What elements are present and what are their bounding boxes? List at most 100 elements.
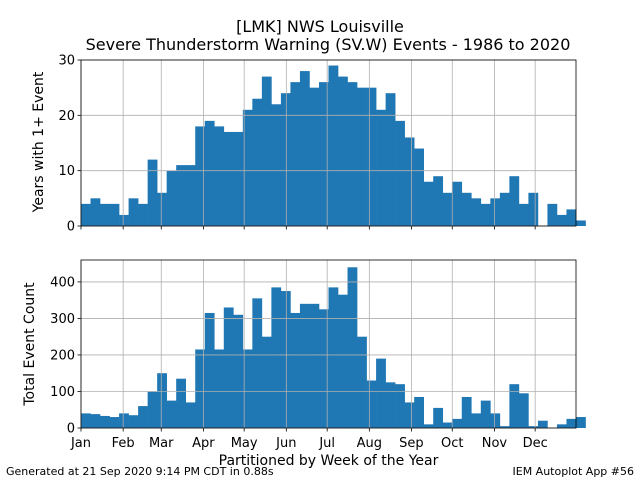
bar	[204, 312, 215, 428]
bar	[357, 87, 367, 226]
x-tick-label: Aug	[357, 436, 382, 451]
bar	[195, 349, 206, 428]
bar	[290, 82, 301, 226]
bar	[338, 294, 348, 428]
bar	[509, 384, 520, 428]
bar	[366, 380, 377, 428]
bar	[423, 181, 434, 226]
bar	[233, 314, 244, 428]
bar	[347, 267, 358, 428]
bar	[242, 109, 253, 226]
bar	[471, 413, 482, 428]
bar	[100, 415, 110, 428]
bar	[385, 382, 396, 428]
bar	[109, 203, 120, 226]
bar	[309, 303, 320, 428]
bar	[280, 291, 291, 428]
bar	[499, 192, 510, 226]
app-footer: IEM Autoplot App #56	[512, 465, 635, 478]
x-tick-label: Mar	[149, 436, 174, 451]
y-tick-label: 0	[67, 220, 75, 235]
bar	[138, 203, 148, 226]
bar	[204, 120, 215, 226]
bar	[404, 402, 415, 428]
bar	[195, 126, 206, 226]
x-tick-label: Dec	[523, 436, 548, 451]
bar	[299, 303, 310, 428]
bar	[214, 126, 225, 226]
bar	[509, 176, 520, 226]
x-axis-label: Partitioned by Week of the Year	[218, 453, 439, 469]
bar	[556, 424, 567, 428]
bar	[157, 373, 167, 428]
bar	[395, 384, 405, 428]
bar	[537, 420, 548, 428]
bar	[376, 358, 386, 428]
plot-frame	[80, 59, 577, 227]
x-tick-label: Sep	[399, 436, 424, 451]
bar	[109, 417, 120, 428]
bar	[442, 192, 453, 226]
chart-title-line1: [LMK] NWS Louisville	[236, 17, 404, 36]
bar	[252, 298, 263, 428]
bar	[366, 87, 377, 226]
bar	[461, 396, 472, 428]
bar	[157, 192, 167, 226]
bar	[309, 87, 320, 226]
bar	[499, 426, 510, 428]
bar	[242, 349, 253, 428]
x-tick-label: May	[231, 436, 258, 451]
bar	[166, 400, 177, 428]
bar	[338, 76, 348, 226]
bar	[480, 400, 491, 428]
bar	[90, 198, 101, 226]
bar	[395, 120, 405, 226]
bar	[280, 93, 291, 226]
bar	[119, 214, 129, 226]
bar	[357, 336, 367, 428]
bar	[566, 209, 577, 226]
bar	[414, 396, 424, 428]
bar	[480, 203, 491, 226]
y-tick-label: 30	[58, 54, 75, 69]
top-panel: 0 10 20 30	[58, 54, 586, 235]
chart-title-line2: Severe Thunderstorm Warning (SV.W) Event…	[85, 35, 571, 54]
bar	[290, 312, 301, 428]
bar	[100, 203, 110, 226]
bar	[271, 287, 282, 428]
bar	[518, 393, 529, 428]
y-tick-label: 200	[50, 348, 75, 363]
y-tick-label: 20	[58, 109, 75, 124]
bottom-panel: 0 100 200 300 400 Jan Feb Mar Apr May Jun Jul Aug Sep…	[50, 259, 586, 451]
x-tick-label: Feb	[112, 436, 135, 451]
bar	[576, 417, 586, 428]
bar	[233, 131, 244, 226]
bar	[252, 98, 263, 226]
bar	[423, 424, 434, 428]
x-tick-label: Jun	[275, 436, 296, 451]
bar	[566, 418, 577, 428]
bar	[138, 406, 148, 428]
bar	[271, 104, 282, 226]
bar	[433, 176, 444, 226]
y-tick-label: 0	[67, 422, 75, 437]
bar	[261, 76, 272, 226]
bar	[147, 159, 158, 226]
bar	[452, 418, 463, 428]
bar	[299, 71, 310, 226]
bar	[433, 407, 444, 428]
bar	[90, 414, 101, 428]
y-tick-label: 400	[50, 275, 75, 290]
bar	[328, 65, 339, 226]
bar	[461, 192, 472, 226]
bar	[442, 422, 453, 428]
bar	[347, 82, 358, 226]
bar	[176, 165, 187, 226]
y-tick-label: 300	[50, 312, 75, 327]
bar	[214, 349, 225, 428]
bar	[490, 198, 501, 226]
bar	[128, 415, 139, 428]
bar	[518, 203, 529, 226]
bar	[147, 391, 158, 428]
x-tick-label: Jan	[70, 436, 91, 451]
